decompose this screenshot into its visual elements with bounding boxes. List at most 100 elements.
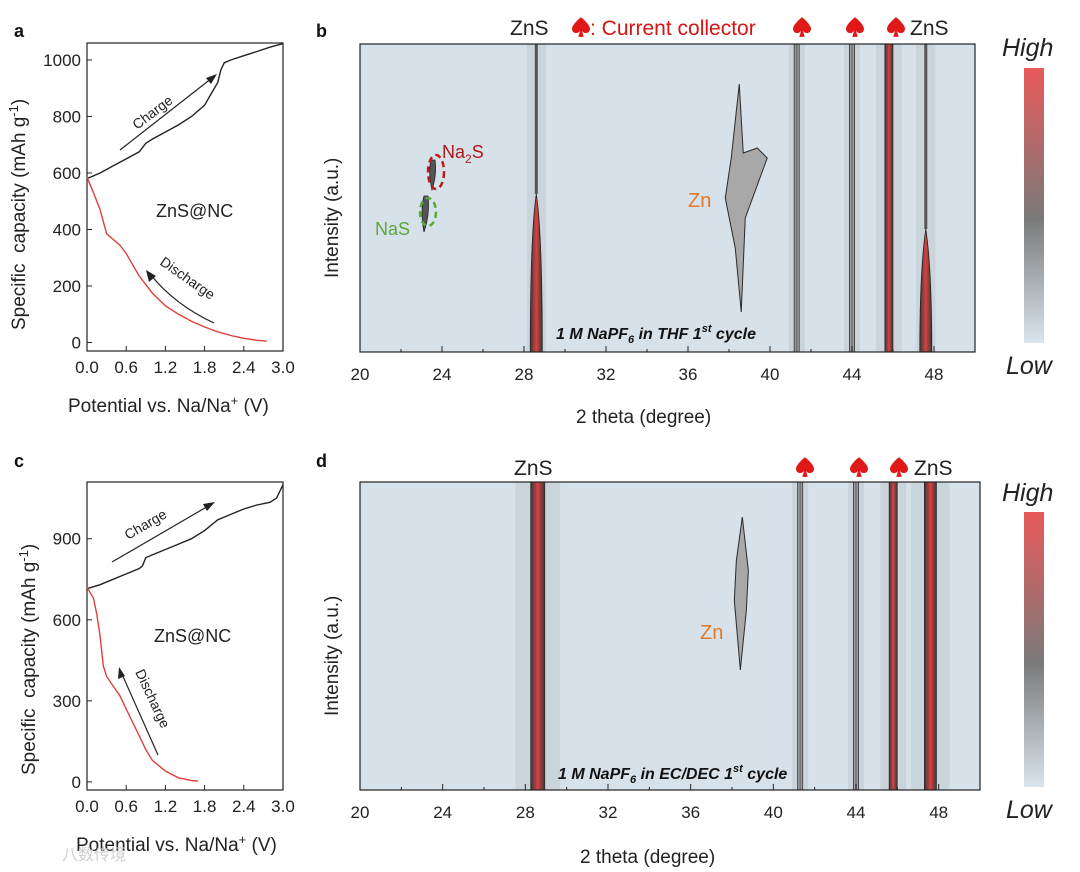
panel-a-charge-arrow <box>119 74 217 151</box>
y-tick-label: 0 <box>72 773 81 792</box>
panel-label-c: c <box>14 451 24 471</box>
panel-b-current-collector-label: : Current collector <box>590 17 756 40</box>
peak-current-collector-41.3 <box>792 481 809 791</box>
panel-d-spade-41-icon <box>796 457 814 477</box>
x-tick-label: 28 <box>515 365 534 384</box>
panel-label-a: a <box>14 21 25 41</box>
panel-a-charge-curve <box>86 42 284 180</box>
panel-a-discharge-label: Discharge <box>157 253 218 302</box>
panel-c: 0.0 0.6 1.2 1.8 2.4 3.0 0 300 600 900 ZnS@NC Char… <box>16 481 295 856</box>
panel-c-discharge-curve <box>86 587 199 782</box>
x-tick-label: 36 <box>679 365 698 384</box>
x-tick-label: 1.8 <box>193 797 217 816</box>
panel-d-zn-label: Zn <box>700 622 723 644</box>
panel-a-sample-label: ZnS@NC <box>156 201 233 221</box>
peak-zns-28.6 <box>515 481 561 791</box>
y-tick-label: 400 <box>53 220 81 239</box>
peak-zn-38.5 <box>733 516 749 671</box>
peak-zn-38.5 <box>724 83 768 313</box>
x-tick-label: 20 <box>351 803 370 822</box>
panel-b-ylabel: Intensity (a.u.) <box>322 158 343 278</box>
colorbar-bottom: High Low <box>1002 479 1054 824</box>
panel-a-frame <box>86 42 284 352</box>
peak-current-collector-44 <box>844 43 860 353</box>
panel-c-sample-label: ZnS@NC <box>154 626 231 646</box>
panel-b-frame <box>359 43 976 353</box>
panel-d: 20 24 28 32 36 40 44 48 ZnS ZnS Zn 1 M NaPF6 in… <box>322 457 981 868</box>
panel-c-ticks: 0.0 0.6 1.2 1.8 2.4 3.0 0 300 600 900 <box>53 530 295 816</box>
panel-b-xlabel: 2 theta (degree) <box>576 407 711 428</box>
x-tick-label: 40 <box>761 365 780 384</box>
panel-c-charge-arrow <box>111 502 215 563</box>
panel-c-frame <box>86 481 284 791</box>
panel-c-ylabel: Specific capacity (mAh g-1) <box>16 544 40 775</box>
x-tick-label: 48 <box>929 803 948 822</box>
x-tick-label: 44 <box>847 803 866 822</box>
panel-a: 0.0 0.6 1.2 1.8 2.4 3.0 0 200 400 600 800 1000 ZnS@… <box>6 42 295 417</box>
x-tick-label: 24 <box>433 365 452 384</box>
x-tick-label: 44 <box>843 365 862 384</box>
peak-zns-47.6 <box>911 481 950 791</box>
x-tick-label: 28 <box>516 803 535 822</box>
panel-a-xlabel: Potential vs. Na/Na+ (V) <box>68 393 269 417</box>
panel-label-d: d <box>316 451 327 471</box>
panel-d-ticks: 20 24 28 32 36 40 44 48 <box>351 784 948 822</box>
panel-d-condition: 1 M NaPF6 in EC/DEC 1st cycle <box>558 763 787 786</box>
y-tick-label: 1000 <box>43 51 81 70</box>
x-tick-label: 32 <box>597 365 616 384</box>
x-tick-label: 1.2 <box>154 358 178 377</box>
panel-d-heatmap-bg <box>360 482 980 790</box>
peak-zns-47.6 <box>916 44 936 353</box>
x-tick-label: 0.6 <box>114 797 138 816</box>
colorbar-top-high-label: High <box>1002 34 1053 62</box>
panel-c-charge-label: Charge <box>122 506 170 543</box>
x-tick-label: 0.0 <box>75 797 99 816</box>
panel-b-na2s-feature <box>426 153 446 192</box>
y-tick-label: 600 <box>53 611 81 630</box>
panel-b-nas-feature <box>418 195 438 233</box>
panel-d-spade-44-icon <box>850 457 868 477</box>
x-tick-label: 40 <box>764 803 783 822</box>
panel-b-ticks: 20 24 28 32 36 40 44 48 <box>351 346 943 384</box>
y-tick-label: 0 <box>72 334 81 353</box>
colorbar-bottom-low-label: Low <box>1006 796 1054 824</box>
y-tick-label: 800 <box>53 107 81 126</box>
panel-d-ylabel: Intensity (a.u.) <box>322 596 343 716</box>
panel-b-heatmap-bg <box>360 44 975 352</box>
panel-d-xlabel: 2 theta (degree) <box>580 847 715 868</box>
x-tick-label: 1.8 <box>193 358 217 377</box>
panel-c-xlabel: Potential vs. Na/Na+ (V) <box>76 832 277 856</box>
colorbar-bottom-scale <box>1024 512 1044 787</box>
peak-current-collector-41.3 <box>788 43 805 353</box>
x-tick-label: 36 <box>681 803 700 822</box>
x-tick-label: 0.0 <box>75 358 99 377</box>
watermark: 八数传境 <box>62 845 126 864</box>
panel-b-condition: 1 M NaPF6 in THF 1st cycle <box>556 323 756 346</box>
panel-b: 20 24 28 32 36 40 44 48 ZnS : Current collector… <box>322 17 976 428</box>
y-tick-label: 200 <box>53 277 81 296</box>
colorbar-top-low-label: Low <box>1006 352 1054 380</box>
x-tick-label: 32 <box>599 803 618 822</box>
panel-c-charge-curve <box>86 484 284 590</box>
peak-current-collector-44 <box>848 481 864 791</box>
panel-b-peaks <box>526 43 936 353</box>
panel-b-legend-spade-icon <box>572 17 590 37</box>
y-tick-label: 600 <box>53 164 81 183</box>
y-tick-label: 300 <box>53 692 81 711</box>
panel-b-nas-label: NaS <box>375 219 410 239</box>
panel-d-peaks <box>515 481 950 791</box>
panel-c-discharge-label: Discharge <box>132 667 173 731</box>
x-tick-label: 20 <box>351 365 370 384</box>
panel-a-discharge-arrow <box>146 270 215 324</box>
x-tick-label: 2.4 <box>232 797 256 816</box>
panel-a-discharge-curve <box>86 176 267 342</box>
colorbar-bottom-high-label: High <box>1002 479 1053 507</box>
x-tick-label: 1.2 <box>154 797 178 816</box>
peak-current-collector-45.8 <box>880 481 906 791</box>
x-tick-label: 3.0 <box>271 797 295 816</box>
panel-d-frame <box>359 481 981 791</box>
panel-b-na2s-label: Na2S <box>442 142 484 166</box>
panel-a-ylabel: Specific capacity (mAh g-1) <box>6 99 30 330</box>
panel-b-spade-44-icon <box>846 17 864 37</box>
